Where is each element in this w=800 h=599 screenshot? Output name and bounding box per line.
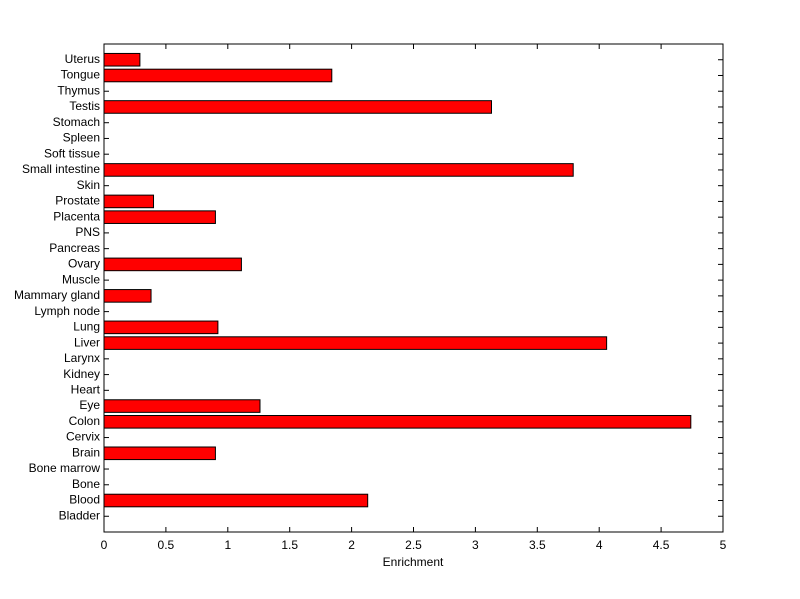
bar bbox=[103, 493, 369, 508]
x-tick-label: 2 bbox=[348, 538, 355, 552]
x-tick-label: 4.5 bbox=[653, 538, 670, 552]
y-tick-label: Lung bbox=[73, 320, 100, 334]
y-tick-label: Skin bbox=[77, 178, 100, 192]
bar bbox=[103, 257, 242, 272]
y-tick-label: Small intestine bbox=[22, 162, 100, 176]
y-tick-label: Tongue bbox=[61, 68, 101, 82]
y-tick-label: Spleen bbox=[63, 131, 100, 145]
y-tick-label: Testis bbox=[69, 99, 100, 113]
bar bbox=[103, 446, 216, 461]
y-tick-label: Bladder bbox=[59, 508, 100, 522]
y-tick-label: Colon bbox=[69, 414, 100, 428]
bar bbox=[103, 100, 492, 114]
x-tick-label: 2.5 bbox=[405, 538, 422, 552]
x-axis-label: Enrichment bbox=[383, 555, 444, 569]
y-tick-label: Cervix bbox=[66, 430, 100, 444]
y-tick-label: Stomach bbox=[53, 115, 100, 129]
y-tick-label: Larynx bbox=[64, 351, 100, 365]
x-tick-label: 0 bbox=[101, 538, 108, 552]
x-tick-label: 3 bbox=[472, 538, 479, 552]
y-tick-label: Mammary gland bbox=[14, 288, 100, 302]
y-tick-label: Thymus bbox=[57, 83, 100, 97]
x-tick-label: 3.5 bbox=[529, 538, 546, 552]
y-tick-label: Eye bbox=[79, 398, 100, 412]
bar bbox=[103, 415, 692, 429]
bar bbox=[103, 210, 216, 224]
bar bbox=[103, 194, 155, 209]
y-tick-label: Muscle bbox=[62, 272, 100, 286]
y-tick-label: Ovary bbox=[68, 257, 100, 271]
x-tick-label: 1.5 bbox=[281, 538, 298, 552]
y-tick-label: Lymph node bbox=[34, 304, 100, 318]
y-tick-label: Heart bbox=[71, 382, 101, 396]
y-tick-label: Prostate bbox=[55, 194, 100, 208]
bar bbox=[103, 320, 219, 335]
y-tick-label: Brain bbox=[72, 445, 100, 459]
x-tick-label: 1 bbox=[224, 538, 231, 552]
x-tick-label: 0.5 bbox=[158, 538, 175, 552]
bar bbox=[103, 289, 152, 303]
bar bbox=[103, 336, 608, 350]
bar bbox=[103, 163, 574, 177]
y-tick-label: Blood bbox=[69, 493, 100, 507]
y-tick-label: Placenta bbox=[53, 209, 100, 223]
y-tick-label: Uterus bbox=[65, 52, 100, 66]
y-tick-label: Bone marrow bbox=[29, 461, 101, 475]
y-tick-label: Bone bbox=[72, 477, 100, 491]
y-tick-label: Soft tissue bbox=[44, 146, 100, 160]
bar bbox=[103, 52, 141, 67]
y-tick-label: Liver bbox=[74, 335, 100, 349]
x-tick-label: 4 bbox=[596, 538, 603, 552]
y-tick-label: PNS bbox=[75, 225, 100, 239]
bar bbox=[103, 68, 333, 83]
y-tick-label: Kidney bbox=[63, 367, 100, 381]
bar bbox=[103, 399, 261, 413]
x-tick-label: 5 bbox=[720, 538, 727, 552]
y-tick-label: Pancreas bbox=[49, 241, 100, 255]
